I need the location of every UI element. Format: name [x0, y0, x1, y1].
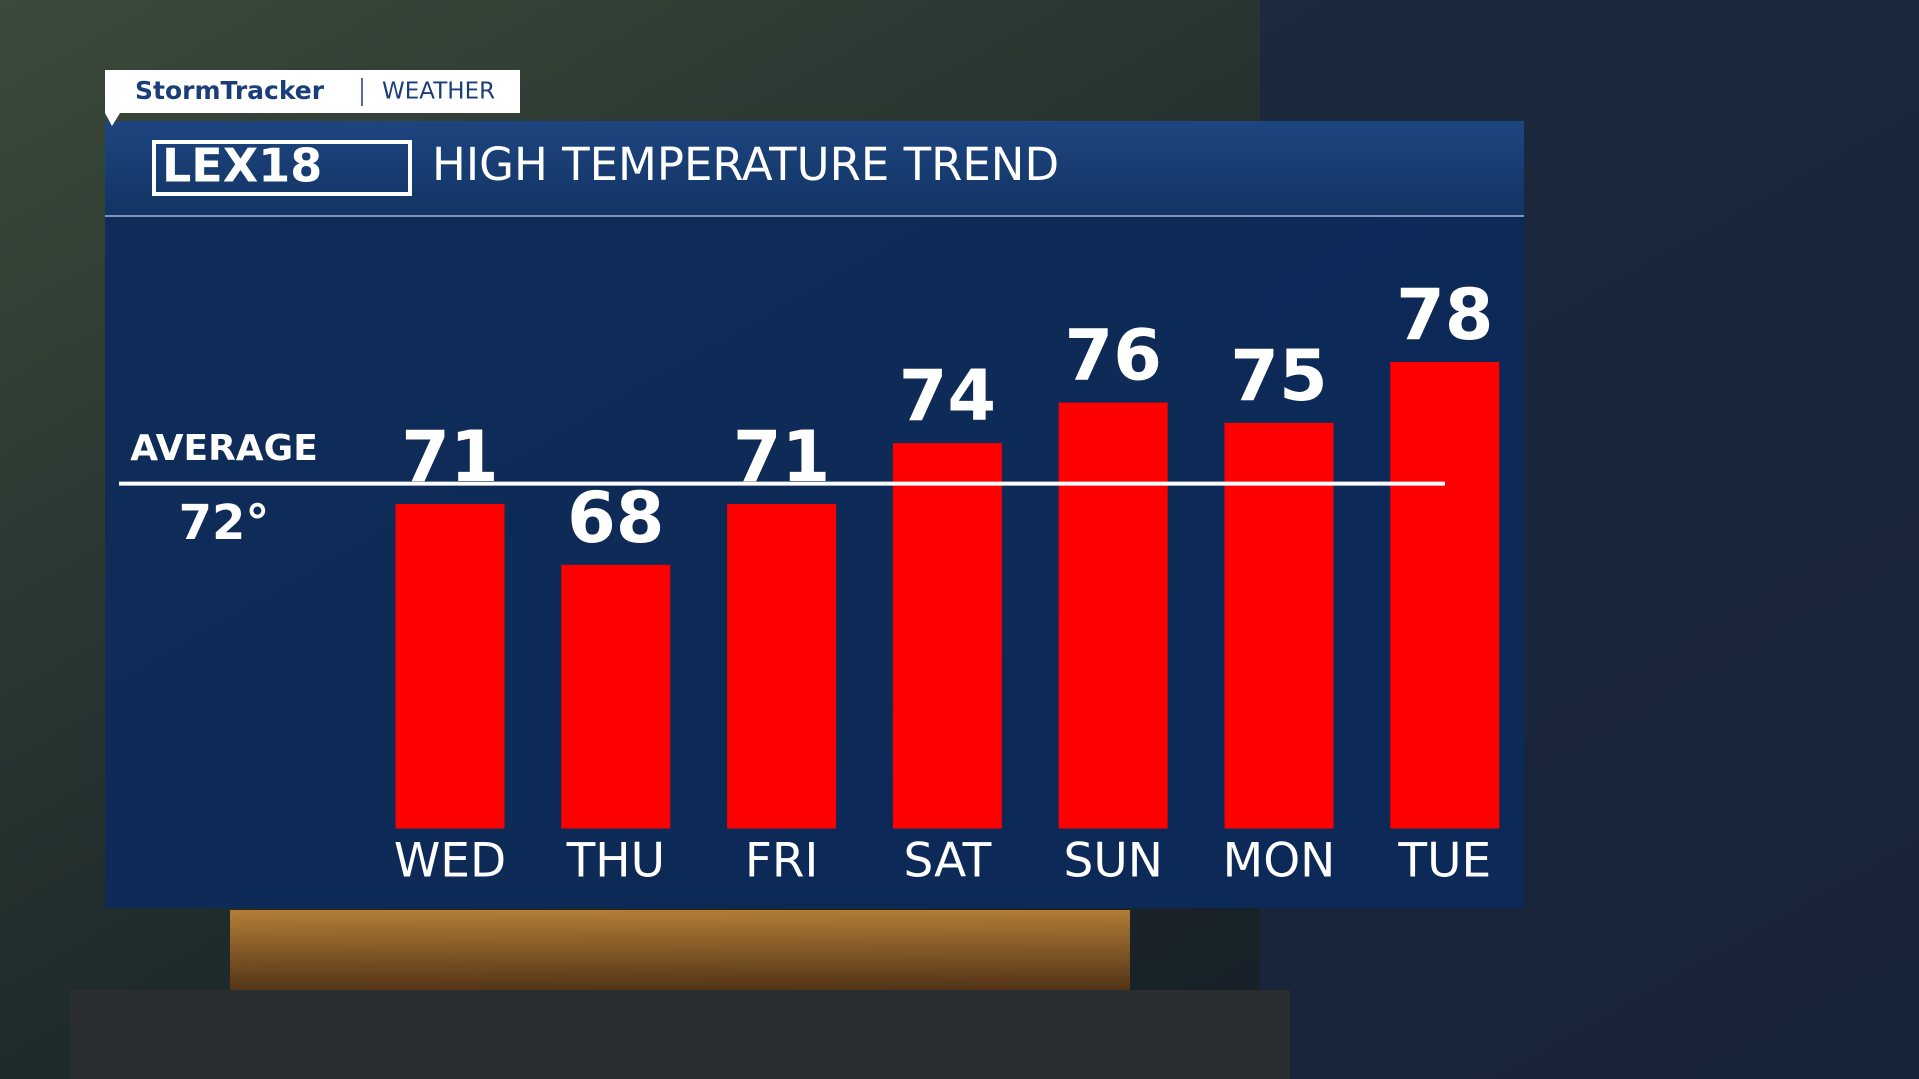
chart-title: HIGH TEMPERATURE TREND: [432, 138, 1059, 191]
x-tick-label: FRI: [745, 834, 819, 889]
x-tick-label: THU: [566, 834, 665, 889]
tab-pointer: [105, 113, 120, 126]
background-fire: [230, 910, 1130, 990]
value-label: 68: [567, 477, 664, 559]
value-label: 74: [899, 355, 996, 437]
background-grill: [70, 990, 1290, 1079]
bar: [1390, 361, 1500, 829]
bar: [395, 503, 505, 829]
logo-frame: [152, 140, 412, 196]
tab-show: StormTracker: [135, 76, 325, 105]
bar: [1224, 422, 1334, 829]
value-label: 78: [1396, 274, 1493, 356]
value-label: 75: [1230, 335, 1327, 417]
tab: [105, 70, 520, 113]
value-label: 76: [1064, 315, 1161, 397]
x-tick-label: WED: [394, 834, 506, 889]
value-label: 71: [733, 416, 830, 498]
value-label: 71: [401, 416, 498, 498]
tab-section: WEATHER: [382, 79, 495, 105]
bar: [561, 564, 671, 829]
x-tick-label: TUE: [1397, 834, 1491, 889]
bar: [727, 503, 837, 829]
x-tick-label: MON: [1223, 834, 1336, 889]
average-title: AVERAGE: [130, 428, 318, 469]
bar: [892, 443, 1002, 829]
x-tick-label: SUN: [1063, 834, 1162, 889]
bar: [1058, 402, 1168, 829]
average-label: 72°: [179, 495, 270, 551]
x-tick-label: SAT: [903, 834, 991, 889]
logo: LEX18: [162, 139, 322, 193]
panel-header: [105, 121, 1524, 217]
